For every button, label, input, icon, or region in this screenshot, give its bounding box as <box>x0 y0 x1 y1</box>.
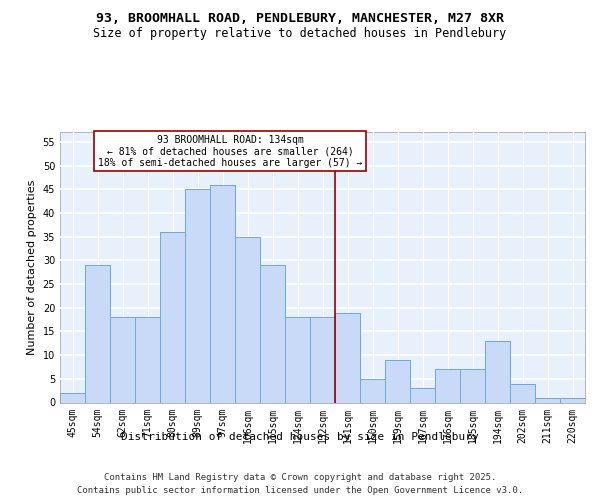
Bar <box>335 312 360 402</box>
Bar <box>235 236 260 402</box>
Bar <box>460 370 485 402</box>
Bar <box>435 370 460 402</box>
Bar <box>560 398 585 402</box>
Text: Size of property relative to detached houses in Pendlebury: Size of property relative to detached ho… <box>94 28 506 40</box>
Bar <box>60 393 85 402</box>
Bar <box>485 341 510 402</box>
Bar <box>410 388 435 402</box>
Bar <box>160 232 185 402</box>
Bar <box>85 265 110 402</box>
Bar <box>360 379 385 402</box>
Bar <box>135 317 160 402</box>
Bar <box>260 265 285 402</box>
Bar <box>310 317 335 402</box>
Bar <box>235 236 260 402</box>
Bar <box>385 360 410 403</box>
Text: 93, BROOMHALL ROAD, PENDLEBURY, MANCHESTER, M27 8XR: 93, BROOMHALL ROAD, PENDLEBURY, MANCHEST… <box>96 12 504 26</box>
Bar <box>135 317 160 402</box>
Bar <box>110 317 135 402</box>
Bar <box>535 398 560 402</box>
Bar <box>185 190 210 402</box>
Bar <box>285 317 310 402</box>
Bar <box>160 232 185 402</box>
Bar <box>335 312 360 402</box>
Bar <box>410 388 435 402</box>
Bar <box>185 190 210 402</box>
Bar <box>385 360 410 403</box>
Text: Contains HM Land Registry data © Crown copyright and database right 2025.: Contains HM Land Registry data © Crown c… <box>104 472 496 482</box>
Text: Contains public sector information licensed under the Open Government Licence v3: Contains public sector information licen… <box>77 486 523 495</box>
Bar <box>85 265 110 402</box>
Y-axis label: Number of detached properties: Number of detached properties <box>27 180 37 355</box>
Bar <box>485 341 510 402</box>
Bar <box>110 317 135 402</box>
Bar <box>210 184 235 402</box>
Bar <box>260 265 285 402</box>
Bar <box>360 379 385 402</box>
Bar <box>535 398 560 402</box>
Bar <box>210 184 235 402</box>
Bar <box>460 370 485 402</box>
Bar <box>435 370 460 402</box>
Bar <box>310 317 335 402</box>
Text: 93 BROOMHALL ROAD: 134sqm
← 81% of detached houses are smaller (264)
18% of semi: 93 BROOMHALL ROAD: 134sqm ← 81% of detac… <box>98 135 362 168</box>
Bar <box>510 384 535 402</box>
Text: Distribution of detached houses by size in Pendlebury: Distribution of detached houses by size … <box>121 432 479 442</box>
Bar <box>285 317 310 402</box>
Bar <box>510 384 535 402</box>
Bar <box>60 393 85 402</box>
Bar <box>560 398 585 402</box>
